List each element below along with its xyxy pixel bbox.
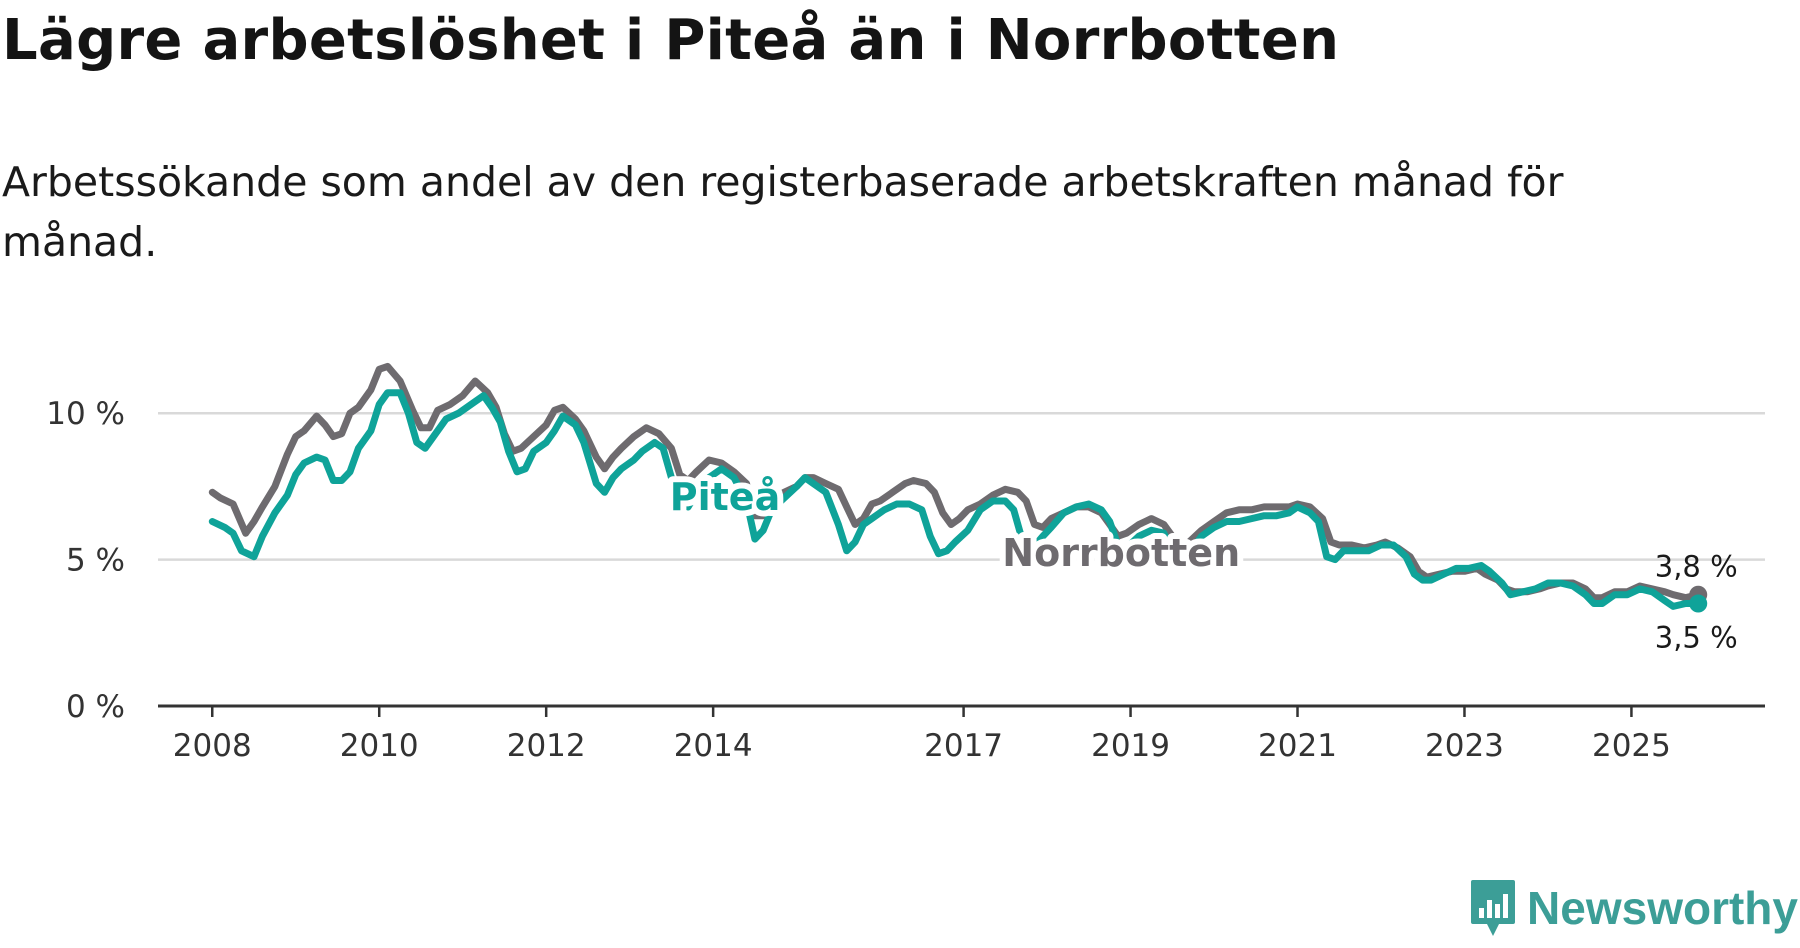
x-tick-label: 2019 — [1091, 728, 1170, 764]
chart-title: Lägre arbetslöshet i Piteå än i Norrbott… — [2, 8, 1340, 73]
series-labels: Piteå Norrbotten — [664, 469, 1246, 581]
x-tick-label: 2017 — [924, 728, 1003, 764]
x-tick-label: 2021 — [1258, 728, 1337, 764]
end-value-label-pitea: 3,5 % — [1655, 621, 1738, 655]
brand-name: Newsworthy — [1527, 882, 1798, 934]
x-tick-label: 2025 — [1592, 728, 1671, 764]
y-tick-label: 10 % — [46, 396, 125, 432]
series-label-norrbotten: Norrbotten — [1002, 531, 1240, 575]
end-value-label-norrbotten: 3,8 % — [1655, 550, 1738, 584]
x-axis: 2008 2010 2012 2014 2017 2019 2021 2023 2025 — [158, 704, 1765, 764]
series-label-pitea: Piteå — [670, 475, 780, 519]
y-tick-label: 0 % — [66, 689, 125, 725]
newsworthy-logo-icon — [1471, 880, 1516, 936]
series-line-pitea — [208, 389, 1702, 610]
grid-lines: 0 % 5 % 10 % — [46, 396, 1765, 725]
x-tick-label: 2023 — [1425, 728, 1504, 764]
x-tick-label: 2012 — [507, 728, 586, 764]
y-tick-label: 5 % — [66, 543, 125, 579]
series-lines — [208, 362, 1702, 610]
brand-logo[interactable]: Newsworthy — [1469, 868, 1798, 948]
end-markers: 3,8 % 3,5 % — [1655, 550, 1738, 655]
end-dot-pitea — [1689, 594, 1708, 613]
series-line-norrbotten — [208, 362, 1702, 602]
x-tick-label: 2008 — [173, 728, 252, 764]
x-tick-label: 2014 — [674, 728, 753, 764]
chart-subtitle: Arbetssökande som andel av den registerb… — [2, 158, 1564, 266]
x-tick-label: 2010 — [340, 728, 419, 764]
